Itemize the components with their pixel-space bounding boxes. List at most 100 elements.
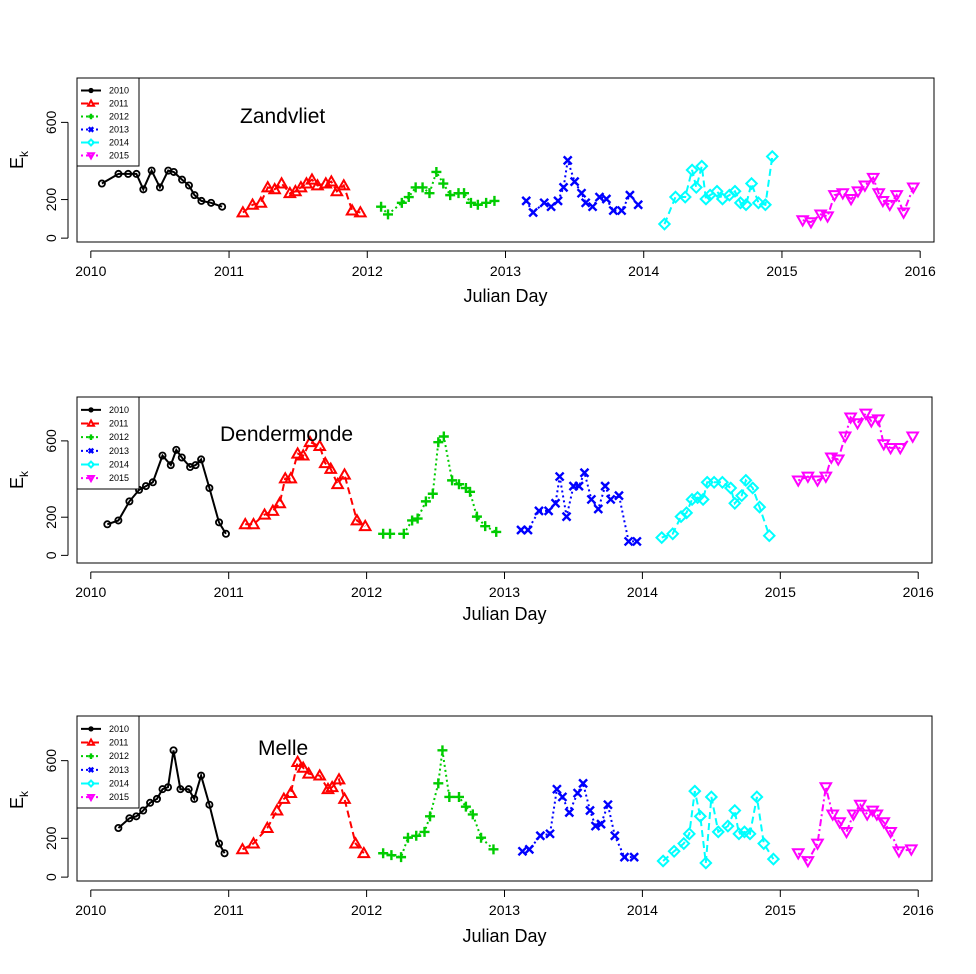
legend-label-2010: 2010 (109, 724, 129, 734)
x-tick-label: 2016 (903, 902, 934, 918)
data-point (396, 852, 407, 863)
data-point (751, 196, 766, 210)
y-axis-title-main: E (7, 157, 27, 169)
data-point (594, 192, 605, 202)
data-point (609, 830, 620, 841)
series-2013 (521, 155, 644, 218)
legend: 2010 2011 2012 2013 2014 2015 (76, 396, 140, 490)
y-axis-title-main: E (7, 797, 27, 809)
data-point (146, 798, 155, 807)
data-point (425, 811, 436, 822)
data-point (876, 817, 891, 830)
data-point (791, 848, 806, 861)
data-point (148, 478, 157, 487)
data-point (332, 772, 346, 785)
legend: 2010 2011 2012 2013 2014 2015 (76, 715, 140, 809)
legend-label-2010: 2010 (109, 405, 129, 415)
data-point (750, 790, 764, 804)
data-point (190, 794, 199, 803)
legend-box (76, 396, 140, 490)
data-point (312, 768, 327, 781)
data-point (476, 832, 487, 843)
data-point (218, 202, 227, 211)
x-tick-label: 2015 (765, 584, 796, 600)
data-point (353, 205, 368, 218)
data-point (114, 516, 123, 525)
legend-marker-2013 (87, 447, 95, 454)
data-point (810, 838, 825, 851)
data-point (453, 479, 464, 490)
data-point (818, 782, 833, 795)
data-point (765, 149, 779, 164)
data-point (843, 412, 858, 425)
data-point (132, 812, 141, 821)
panel-title: Melle (258, 737, 308, 760)
data-point (324, 174, 339, 187)
data-point (699, 856, 713, 870)
data-point (260, 180, 275, 193)
data-point (172, 445, 181, 454)
data-point (465, 486, 476, 497)
x-tick-label: 2014 (627, 584, 658, 600)
data-point (253, 195, 268, 208)
data-point (489, 195, 500, 206)
data-point (220, 849, 229, 858)
data-point (521, 196, 532, 206)
x-tick-label: 2012 (351, 584, 382, 600)
y-tick-label: 200 (43, 505, 59, 529)
x-tick-label: 2016 (905, 263, 936, 279)
series-line-2013 (521, 469, 637, 543)
legend-label-2011: 2011 (109, 99, 128, 109)
data-point (587, 201, 598, 212)
data-point (608, 205, 619, 216)
data-point (465, 197, 476, 208)
x-tick-label: 2011 (214, 263, 244, 279)
data-point (757, 836, 771, 851)
data-point (619, 852, 630, 862)
data-point (893, 443, 908, 456)
y-tick-label: 0 (43, 873, 59, 881)
data-point (433, 437, 444, 448)
legend-label-2012: 2012 (109, 751, 129, 761)
data-point (572, 788, 583, 798)
data-point (752, 500, 767, 514)
data-point (337, 467, 352, 480)
data-point (321, 781, 335, 795)
data-point (883, 443, 898, 456)
series-2010 (97, 166, 227, 211)
chart-panel-2: 2010 2011 2012 2013 2014 2015 2016 Julian Day 0 2… (7, 396, 934, 624)
data-point (235, 205, 250, 218)
legend-marker-2014 (86, 138, 96, 147)
data-point (424, 188, 435, 199)
data-point (579, 467, 590, 478)
data-point (283, 785, 298, 799)
data-point (715, 475, 730, 489)
data-point (585, 805, 595, 816)
data-point (831, 454, 846, 467)
data-point (561, 511, 572, 522)
data-point (169, 167, 178, 176)
data-point (710, 184, 724, 198)
data-point (114, 169, 123, 178)
data-point (523, 525, 533, 535)
x-tick-label: 2013 (489, 584, 520, 600)
data-point (904, 844, 919, 857)
x-axis: 2010 2011 2012 2013 2014 2015 2016 (75, 571, 934, 600)
panel-title: Dendermonde (220, 423, 353, 446)
x-axis-title: Julian Day (462, 604, 546, 624)
y-tick-label: 0 (43, 234, 59, 242)
y-axis: 0 200 600 Ek (7, 110, 69, 242)
series-2012 (376, 166, 500, 220)
data-point (605, 494, 616, 505)
data-point (711, 825, 725, 839)
legend-label-2010: 2010 (109, 86, 129, 96)
data-point (820, 211, 835, 224)
data-point (411, 830, 422, 841)
data-point (445, 190, 456, 201)
data-point (891, 846, 906, 859)
legend-marker-2014 (86, 779, 96, 788)
x-tick-label: 2016 (903, 584, 934, 600)
data-point (269, 803, 284, 816)
legend-box (76, 715, 140, 809)
data-point (403, 192, 414, 203)
